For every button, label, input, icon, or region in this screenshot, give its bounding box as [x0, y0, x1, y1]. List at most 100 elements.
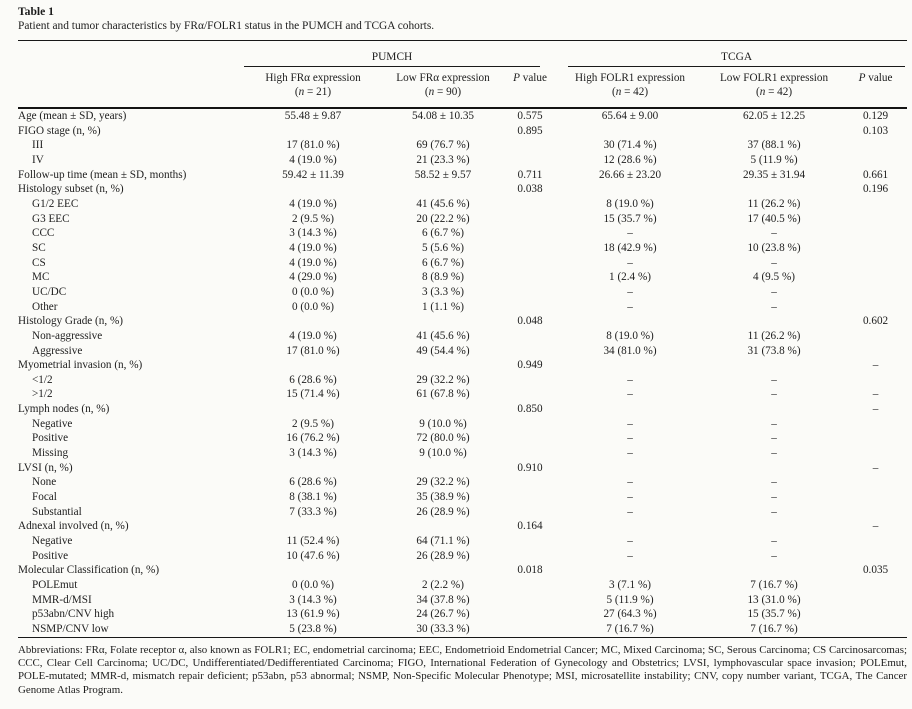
table-cell: 49 (54.4 %) — [416, 344, 470, 357]
table-cell: – — [771, 256, 777, 269]
table-cell: 15 (35.7 %) — [747, 608, 801, 621]
table-cell: 4 (19.0 %) — [289, 329, 337, 342]
table-row: CCC 3 (14.3 %) 6 (6.7 %) – – — [18, 226, 907, 241]
row-label: NSMP/CNV low — [32, 622, 109, 635]
table-cell: 10 (23.8 %) — [747, 241, 801, 254]
table-cell — [504, 373, 556, 388]
table-row: FIGO stage (n, %) 0.895 0.103 — [18, 124, 907, 139]
table-cell — [504, 329, 556, 344]
row-label: Aggressive — [32, 344, 83, 357]
table-cell: 7 (33.3 %) — [289, 505, 337, 518]
table-cell — [556, 563, 704, 578]
table-row: Focal 8 (38.1 %) 35 (38.9 %) – – — [18, 490, 907, 505]
row-label: III — [32, 139, 44, 152]
row-label: POLEmut — [32, 579, 78, 591]
row-label: LVSI (n, %) — [18, 461, 73, 474]
table-row: p53abn/CNV high 13 (61.9 %) 24 (26.7 %) 27 … — [18, 607, 907, 622]
table-cell: – — [872, 359, 879, 372]
table-cell — [504, 622, 556, 637]
table-cell: 9 (10.0 %) — [419, 417, 467, 430]
table-cell: 4 (29.0 %) — [289, 271, 337, 284]
table-cell: 24 (26.7 %) — [416, 608, 470, 621]
table-cell — [704, 124, 844, 139]
table-cell: 2 (9.5 %) — [292, 212, 334, 225]
table-cell: 3 (14.3 %) — [289, 447, 337, 460]
table-cell — [504, 446, 556, 461]
table-cell — [504, 387, 556, 402]
column-header: High FOLR1 expression (n = 42) — [556, 67, 705, 109]
table-cell: 16 (76.2 %) — [286, 432, 340, 445]
column-header: Low FOLR1 expression (n = 42) — [704, 67, 845, 109]
table-cell: 7 (16.7 %) — [750, 579, 798, 591]
table-row: Other 0 (0.0 %) 1 (1.1 %) – – — [18, 300, 907, 315]
table-row: Adnexal involved (n, %) 0.164 – — [18, 519, 907, 534]
table-cell: – — [627, 388, 633, 401]
table-cell — [504, 212, 556, 227]
table-cell: 3 (7.1 %) — [609, 579, 651, 591]
table-label: Table 1 — [18, 5, 54, 18]
table-cell — [504, 417, 556, 432]
table-cell — [844, 622, 907, 637]
table-cell — [504, 431, 556, 446]
table-footnote: Abbreviations: FRα, Folate receptor α, a… — [18, 643, 907, 696]
table-cell — [844, 534, 907, 549]
table-cell: 26 (28.9 %) — [416, 549, 470, 562]
table-cell: 21 (23.3 %) — [416, 153, 470, 166]
table-cell: 0 (0.0 %) — [292, 579, 334, 591]
table-cell — [556, 461, 704, 476]
row-label: p53abn/CNV high — [32, 608, 115, 621]
table-cell — [844, 153, 907, 168]
table-cell — [844, 138, 907, 153]
table-row: G3 EEC 2 (9.5 %) 20 (22.2 %) 15 (35.7 %) 17 … — [18, 212, 907, 227]
row-label: MC — [32, 271, 50, 284]
row-label: G3 EEC — [32, 212, 70, 225]
table-cell — [382, 358, 504, 373]
table-row: CS 4 (19.0 %) 6 (6.7 %) – – — [18, 256, 907, 271]
row-label: MMR-d/MSI — [32, 593, 92, 606]
row-label: Positive — [32, 549, 69, 562]
table-cell: 0.910 — [517, 461, 543, 474]
column-header: High FRα expression (n = 21) — [244, 67, 382, 109]
row-label: Histology Grade (n, %) — [18, 315, 124, 328]
table-cell: 20 (22.2 %) — [416, 212, 470, 225]
table-cell: 6 (6.7 %) — [422, 227, 464, 240]
row-label: Age (mean ± SD, years) — [18, 110, 127, 122]
table-cell — [244, 402, 382, 417]
table-row: NSMP/CNV low 5 (23.8 %) 30 (33.3 %) 7 (16.7… — [18, 622, 907, 637]
table-cell: 5 (23.8 %) — [289, 622, 337, 635]
table-cell — [844, 300, 907, 315]
table-cell — [504, 475, 556, 490]
row-label: FIGO stage (n, %) — [18, 124, 101, 137]
table-cell: 9 (10.0 %) — [419, 447, 467, 460]
table-cell — [704, 402, 844, 417]
row-label: CCC — [32, 227, 55, 240]
row-label: Myometrial invasion (n, %) — [18, 359, 143, 372]
table-cell: 26.66 ± 23.20 — [598, 168, 662, 181]
table-cell: – — [771, 227, 777, 240]
table-cell: 7 (16.7 %) — [606, 622, 654, 635]
table-cell: – — [872, 461, 879, 474]
table-row: Age (mean ± SD, years) 55.48 ± 9.87 54.08 … — [18, 108, 907, 124]
table-row: >1/2 15 (71.4 %) 61 (67.8 %) – – – — [18, 387, 907, 402]
group-header-empty — [18, 41, 244, 68]
table-cell: 8 (38.1 %) — [289, 491, 337, 504]
table-cell: 3 (14.3 %) — [289, 227, 337, 240]
table-cell — [382, 182, 504, 197]
table-cell — [244, 124, 382, 139]
table-cell: – — [771, 491, 777, 504]
row-label: Other — [32, 300, 58, 313]
table-cell — [504, 285, 556, 300]
table-cell: 41 (45.6 %) — [416, 329, 470, 342]
table-cell — [704, 314, 844, 329]
table-cell: 17 (40.5 %) — [747, 212, 801, 225]
table-cell: 30 (71.4 %) — [603, 139, 657, 152]
table-cell: 6 (28.6 %) — [289, 373, 337, 386]
table-cell: 3 (3.3 %) — [422, 285, 464, 298]
table-cell — [382, 563, 504, 578]
table-cell: – — [627, 491, 633, 504]
table-cell: – — [627, 535, 633, 548]
table-cell: 64 (71.1 %) — [416, 535, 470, 548]
table-cell — [382, 124, 504, 139]
table-cell: – — [872, 388, 879, 401]
